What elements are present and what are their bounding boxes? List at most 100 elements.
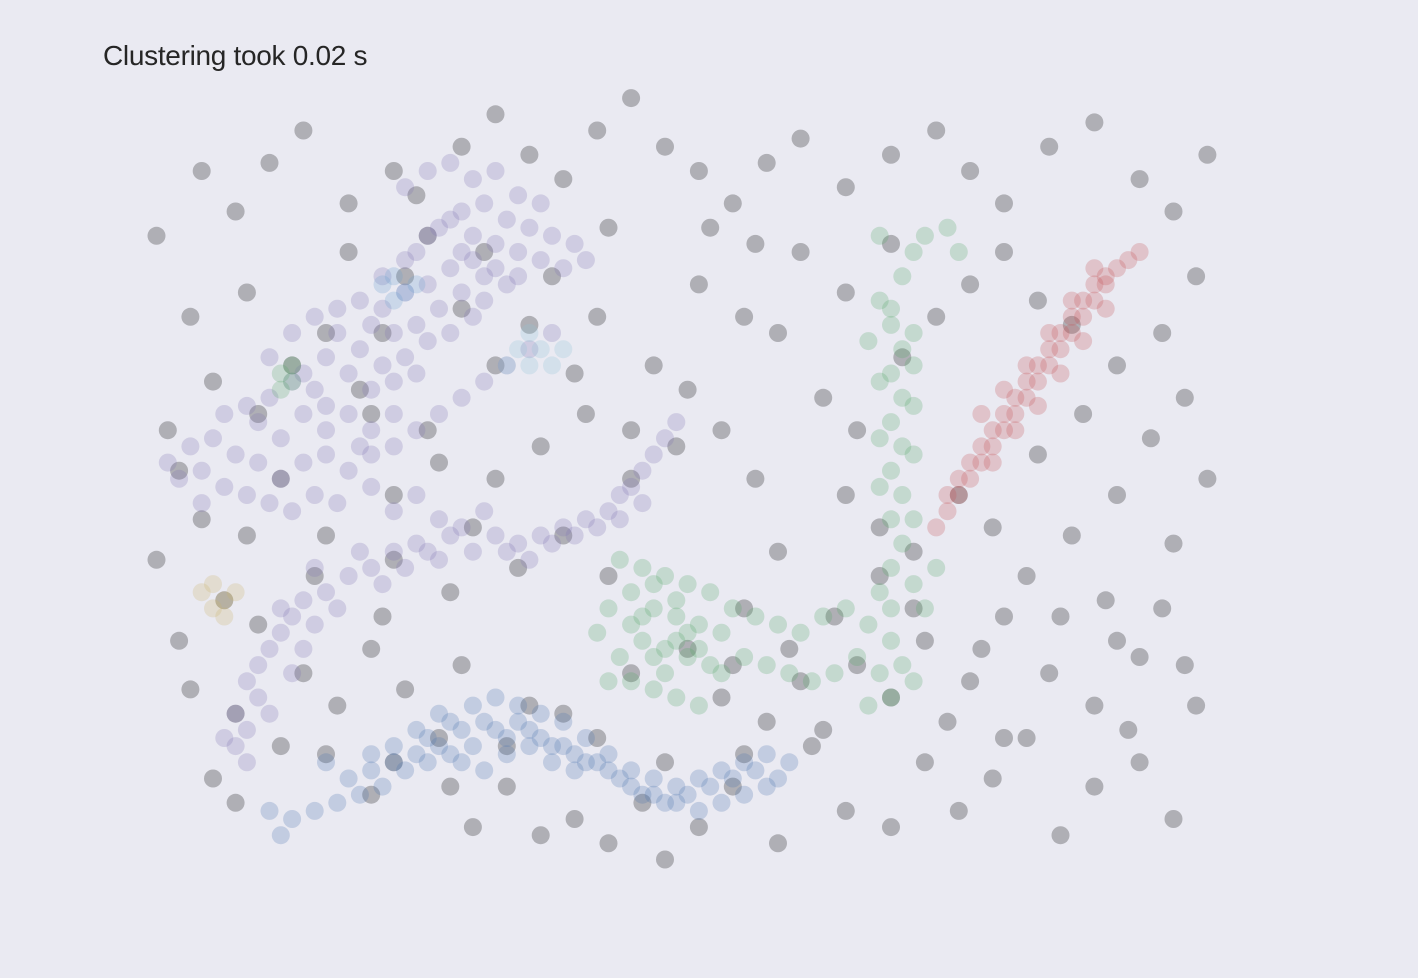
scatter-point xyxy=(475,502,494,521)
scatter-point xyxy=(1130,170,1149,189)
scatter-point xyxy=(882,299,900,318)
scatter-point xyxy=(430,704,448,723)
scatter-point xyxy=(384,502,403,521)
scatter-point xyxy=(995,607,1013,626)
scatter-point xyxy=(520,218,539,237)
scatter-point xyxy=(317,348,335,367)
scatter-point xyxy=(769,324,787,342)
scatter-point xyxy=(1051,607,1070,626)
scatter-point xyxy=(1085,113,1104,132)
series-4 xyxy=(927,243,1149,537)
scatter-point xyxy=(486,356,505,375)
scatter-point xyxy=(509,267,528,286)
scatter-point xyxy=(192,494,211,513)
scatter-point xyxy=(870,372,889,391)
scatter-point xyxy=(712,421,731,440)
scatter-point xyxy=(497,210,516,229)
scatter-point xyxy=(497,737,516,756)
scatter-point xyxy=(441,324,460,342)
scatter-point xyxy=(509,340,528,359)
scatter-point xyxy=(543,737,561,756)
scatter-point xyxy=(667,413,686,432)
scatter-point xyxy=(260,704,279,723)
scatter-point xyxy=(780,664,799,683)
scatter-point xyxy=(509,696,528,715)
scatter-point xyxy=(147,550,166,569)
scatter-point xyxy=(283,324,302,342)
scatter-point xyxy=(712,688,731,707)
scatter-point xyxy=(305,615,324,634)
scatter-point xyxy=(735,785,754,804)
scatter-point xyxy=(995,380,1013,399)
scatter-point xyxy=(870,567,889,585)
scatter-point xyxy=(814,720,833,739)
scatter-point xyxy=(237,753,256,772)
scatter-point xyxy=(678,785,697,804)
scatter-point xyxy=(622,664,641,683)
scatter-point xyxy=(350,291,369,310)
scatter-point xyxy=(147,226,166,245)
scatter-point xyxy=(689,801,708,820)
scatter-point xyxy=(848,421,867,440)
scatter-point xyxy=(554,259,573,278)
scatter-point xyxy=(712,761,731,780)
scatter-point xyxy=(317,583,335,602)
scatter-point xyxy=(1074,405,1093,423)
scatter-point xyxy=(802,737,821,756)
scatter-point xyxy=(814,607,833,626)
scatter-point xyxy=(927,307,946,326)
scatter-point xyxy=(1062,315,1081,334)
scatter-point xyxy=(622,421,641,440)
scatter-point xyxy=(328,299,347,318)
scatter-point xyxy=(588,753,607,772)
scatter-point xyxy=(983,518,1002,537)
scatter-point xyxy=(1187,267,1206,286)
scatter-point xyxy=(1153,599,1172,618)
scatter-point xyxy=(622,469,641,488)
scatter-point xyxy=(1017,729,1036,747)
scatter-point xyxy=(1108,356,1126,375)
scatter-point xyxy=(554,737,573,756)
scatter-point xyxy=(1085,777,1104,796)
scatter-point xyxy=(576,753,595,772)
scatter-point xyxy=(497,729,516,747)
scatter-point xyxy=(362,445,381,464)
scatter-point xyxy=(938,502,957,521)
scatter-point xyxy=(215,405,234,423)
scatter-point xyxy=(531,437,550,456)
scatter-point xyxy=(791,243,810,261)
scatter-point xyxy=(983,437,1002,456)
scatter-point xyxy=(995,194,1013,213)
scatter-point xyxy=(848,648,867,666)
scatter-point xyxy=(192,583,211,602)
scatter-point xyxy=(610,769,629,788)
scatter-point xyxy=(757,712,776,731)
scatter-point xyxy=(802,672,821,691)
scatter-point xyxy=(430,405,448,423)
scatter-point xyxy=(531,194,550,213)
scatter-point xyxy=(961,469,980,488)
scatter-point xyxy=(430,550,448,569)
scatter-point xyxy=(441,210,460,229)
scatter-point xyxy=(463,307,482,326)
scatter-point xyxy=(712,793,731,812)
scatter-point xyxy=(1198,469,1217,488)
scatter-point xyxy=(757,745,776,764)
scatter-point xyxy=(746,234,765,253)
scatter-point xyxy=(667,793,686,812)
scatter-point xyxy=(1164,202,1183,221)
scatter-point xyxy=(305,567,324,585)
scatter-point xyxy=(599,672,618,691)
scatter-point xyxy=(452,388,471,407)
scatter-point xyxy=(497,275,516,294)
scatter-point xyxy=(260,348,279,367)
scatter-point xyxy=(384,753,403,772)
scatter-point xyxy=(373,356,392,375)
scatter-point xyxy=(961,672,980,691)
scatter-point xyxy=(305,307,324,326)
scatter-point xyxy=(181,307,200,326)
scatter-point xyxy=(1096,267,1115,286)
scatter-point xyxy=(599,567,618,585)
scatter-point xyxy=(610,550,629,569)
scatter-point xyxy=(283,372,302,391)
